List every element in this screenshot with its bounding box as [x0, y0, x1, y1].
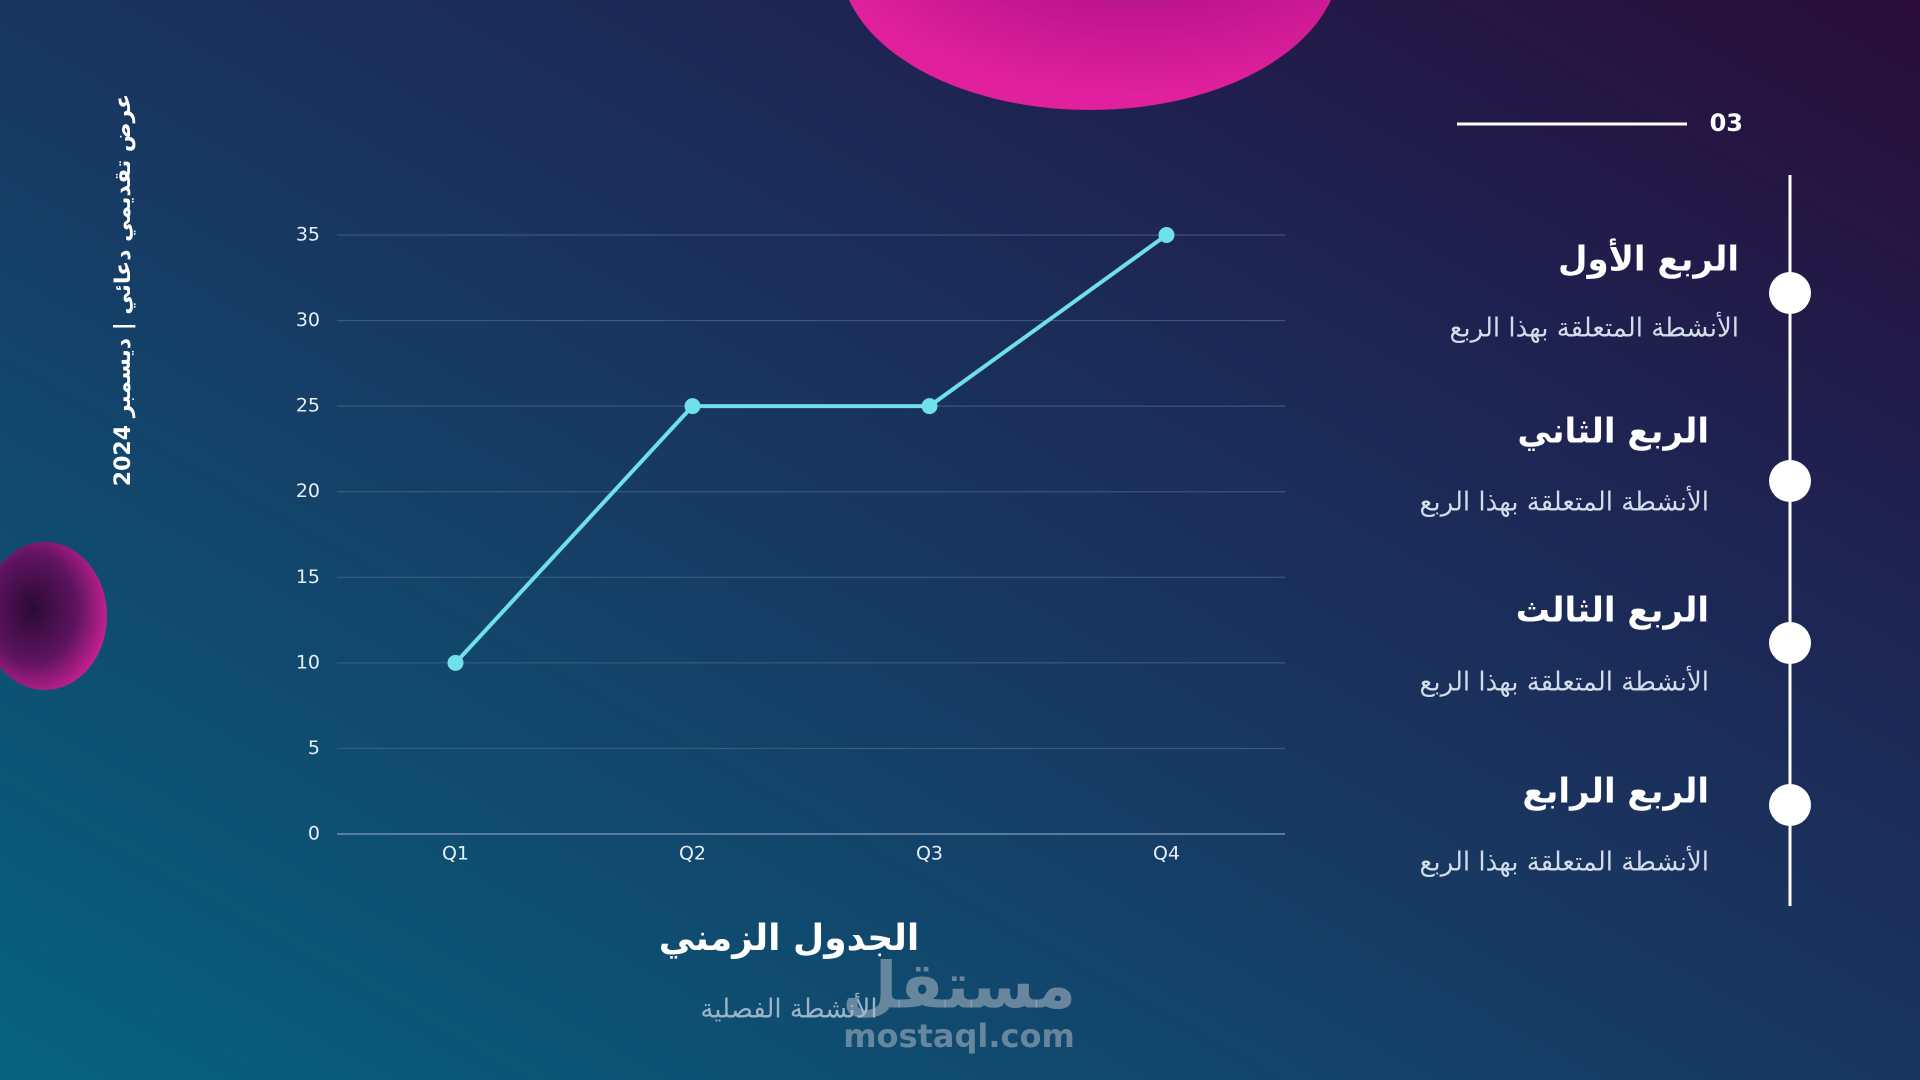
watermark: مستقل [842, 950, 1076, 1024]
watermark-url: mostaql.com [843, 1017, 1075, 1055]
footer-title: الجدول الزمني [659, 918, 919, 959]
y-tick-label: 5 [308, 737, 320, 759]
x-tick-label: Q4 [1153, 843, 1180, 865]
y-tick-label: 20 [296, 480, 320, 502]
data-line [454, 233, 1168, 665]
chart: 0 5 10 15 20 25 30 35 Q1 Q2 Q3 Q4 [296, 224, 1285, 865]
timeline-title: الربع الأول [1558, 238, 1739, 280]
timeline-description: الأنشطة المتعلقة بهذا الربع [1450, 311, 1739, 344]
x-tick-label: Q2 [679, 843, 706, 865]
footer-subtitle: الأنشطة الفصلية [700, 992, 877, 1025]
timeline: الربع الأول الأنشطة المتعلقة بهذا الربع ال… [1420, 238, 1811, 878]
timeline-title: الربع الرابع [1522, 772, 1709, 812]
data-point [1158, 227, 1175, 243]
y-tick-label: 35 [296, 224, 320, 246]
timeline-title: الربع الثاني [1517, 412, 1709, 452]
data-point [447, 654, 464, 671]
timeline-description: الأنشطة المتعلقة بهذا الربع [1420, 665, 1709, 698]
x-tick-label: Q1 [442, 843, 469, 865]
side-caption: عرض تقديمي دعائي | ديسمبر 2024 [111, 94, 136, 486]
timeline-dot [1769, 460, 1811, 502]
timeline-dot [1769, 622, 1811, 664]
data-point [921, 398, 938, 415]
y-tick-label: 0 [308, 823, 320, 845]
timeline-title: الربع الثالث [1516, 591, 1709, 631]
page-number: 03 [1710, 109, 1743, 137]
timeline-description: الأنشطة المتعلقة بهذا الربع [1420, 845, 1709, 878]
timeline-dot [1769, 272, 1811, 314]
y-tick-label: 10 [296, 651, 320, 673]
y-tick-label: 30 [296, 309, 320, 331]
y-tick-label: 25 [296, 395, 320, 417]
y-tick-label: 15 [296, 566, 320, 588]
decor-blob [849, 0, 1331, 110]
decor-blob [0, 542, 107, 690]
timeline-description: الأنشطة المتعلقة بهذا الربع [1420, 485, 1709, 518]
data-point [684, 398, 701, 415]
x-tick-label: Q3 [916, 843, 943, 865]
timeline-dot [1769, 784, 1811, 826]
